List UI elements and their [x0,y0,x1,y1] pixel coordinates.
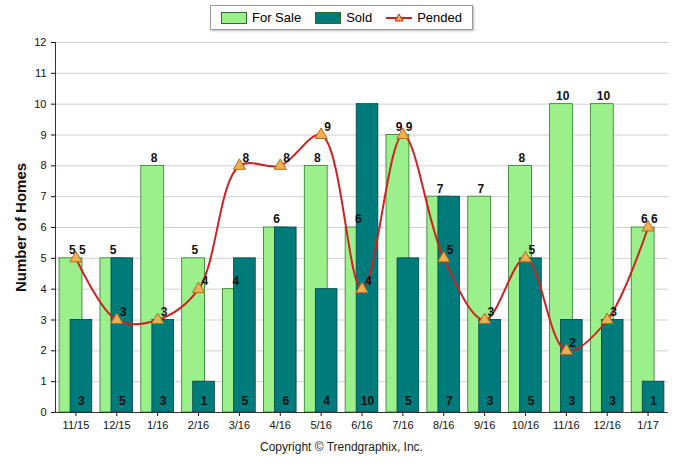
svg-text:2/16: 2/16 [188,419,209,431]
html-text:Pended: Pended [417,10,462,25]
html-text:Copyright © Trendgraphix, Inc.: Copyright © Trendgraphix, Inc. [260,440,423,454]
svg-text:9: 9 [395,119,403,134]
svg-text:Number of Homes: Number of Homes [12,163,29,292]
svg-text:8: 8 [518,151,525,165]
svg-text:7: 7 [478,182,485,196]
svg-text:6: 6 [282,394,289,408]
svg-text:10: 10 [34,98,46,110]
svg-text:8: 8 [242,151,249,165]
svg-text:8: 8 [151,151,158,165]
svg-text:3: 3 [40,314,46,326]
svg-text:1/17: 1/17 [637,419,658,431]
svg-text:2: 2 [40,344,46,356]
svg-text:1: 1 [40,375,46,387]
svg-text:10: 10 [361,394,375,408]
svg-text:4: 4 [40,283,46,295]
svg-text:3/16: 3/16 [229,419,250,431]
svg-text:9: 9 [406,120,413,134]
svg-text:3: 3 [487,394,494,408]
svg-text:7: 7 [40,190,46,202]
svg-text:7: 7 [437,182,444,196]
svg-text:4: 4 [323,394,330,408]
svg-text:8: 8 [314,151,321,165]
svg-text:9: 9 [40,129,46,141]
svg-text:11: 11 [35,67,46,79]
svg-text:7: 7 [446,394,453,408]
svg-text:4: 4 [232,274,239,288]
svg-text:5: 5 [447,243,454,257]
svg-text:6/16: 6/16 [351,419,372,431]
svg-text:5: 5 [405,394,412,408]
html-text:For Sale: For Sale [252,10,302,25]
svg-text:4: 4 [202,274,209,288]
svg-text:6: 6 [273,212,280,226]
svg-text:5: 5 [528,394,535,408]
svg-text:4/16: 4/16 [270,419,291,431]
svg-text:11/15: 11/15 [63,419,90,431]
svg-text:1: 1 [650,394,657,408]
svg-text:5: 5 [68,243,76,258]
svg-text:12/16: 12/16 [593,419,621,431]
svg-text:10/16: 10/16 [512,419,540,431]
svg-text:5: 5 [79,243,86,257]
svg-text:1/16: 1/16 [147,419,168,431]
svg-text:5: 5 [119,394,126,408]
svg-text:8/16: 8/16 [433,419,454,431]
svg-text:2: 2 [569,336,576,350]
svg-text:12/15: 12/15 [103,419,131,431]
svg-text:5: 5 [242,394,249,408]
svg-text:1: 1 [201,394,208,408]
svg-text:6: 6 [651,212,658,226]
svg-text:8: 8 [283,151,290,165]
svg-text:8: 8 [40,159,46,171]
svg-text:3: 3 [488,305,495,319]
svg-text:5: 5 [40,252,46,264]
svg-text:12: 12 [34,36,46,48]
svg-text:3: 3 [161,305,168,319]
svg-text:3: 3 [160,394,167,408]
html-text:Sold: Sold [346,10,373,25]
svg-text:6: 6 [641,212,648,227]
svg-text:0: 0 [40,406,46,418]
svg-text:7/16: 7/16 [392,419,413,431]
svg-text:6: 6 [355,212,362,226]
svg-text:5: 5 [110,243,117,257]
svg-text:5: 5 [192,243,199,257]
svg-text:3: 3 [610,305,617,319]
svg-text:5: 5 [528,243,535,257]
svg-text:9: 9 [324,120,331,134]
svg-text:10: 10 [556,89,570,103]
svg-text:3: 3 [569,394,576,408]
svg-text:3: 3 [78,394,85,408]
svg-text:3: 3 [120,305,127,319]
svg-text:10: 10 [597,89,611,103]
svg-text:9/16: 9/16 [474,419,495,431]
svg-text:6: 6 [40,221,46,233]
svg-text:11/16: 11/16 [553,419,580,431]
svg-text:5/16: 5/16 [310,419,331,431]
svg-text:4: 4 [365,274,372,288]
svg-text:3: 3 [609,394,616,408]
